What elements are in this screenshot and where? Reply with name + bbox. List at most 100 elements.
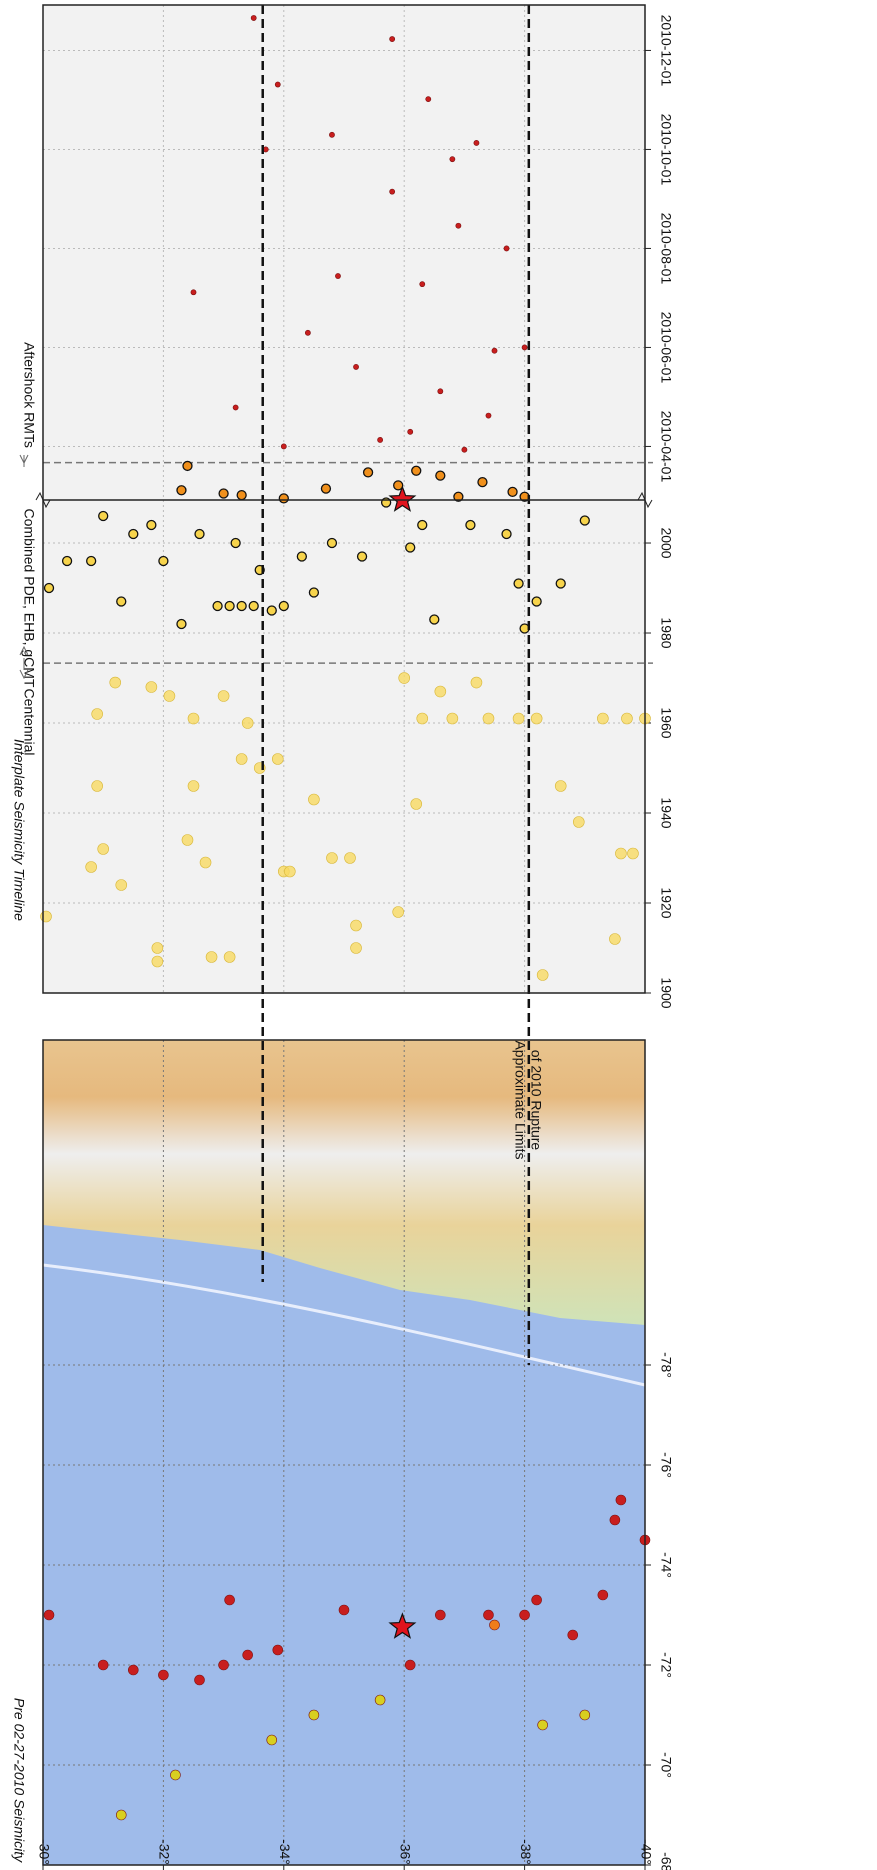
y-tick-label: 1960 [658, 707, 674, 738]
data-point [243, 1650, 253, 1660]
data-point [375, 1695, 385, 1705]
data-point [420, 282, 425, 287]
timeline-title: Interplate Seismicity Timeline [11, 739, 27, 921]
data-point [555, 781, 566, 792]
data-point [378, 437, 383, 442]
data-point [92, 781, 103, 792]
x-tick-label: -36° [397, 1839, 413, 1865]
data-point [436, 471, 445, 480]
data-point [188, 713, 199, 724]
data-point [225, 602, 234, 611]
data-point [170, 1770, 180, 1780]
data-point [236, 754, 247, 765]
y-tick-label: -68° [658, 1852, 674, 1870]
y-tick-label: -72° [658, 1652, 674, 1678]
data-point [279, 494, 288, 503]
x-tick-label: -34° [277, 1839, 293, 1865]
data-point [117, 597, 126, 606]
data-point [462, 447, 467, 452]
map-background [43, 1040, 645, 1865]
data-point [146, 682, 157, 693]
annotation: Approximate Limits [512, 1040, 528, 1159]
data-point [159, 557, 168, 566]
data-point [532, 597, 541, 606]
data-point [213, 602, 222, 611]
data-point [627, 848, 638, 859]
data-point [99, 512, 108, 521]
data-point [177, 620, 186, 629]
data-point [128, 1665, 138, 1675]
x-tick-label: -32° [157, 1839, 173, 1865]
data-point [393, 907, 404, 918]
data-point [364, 468, 373, 477]
data-point [390, 36, 395, 41]
data-point [116, 880, 127, 891]
y-tick-label: 1980 [658, 617, 674, 648]
data-point [335, 273, 340, 278]
data-point [615, 848, 626, 859]
data-point [490, 1620, 500, 1630]
data-point [233, 405, 238, 410]
data-point [466, 521, 475, 530]
data-point [305, 330, 310, 335]
data-point [408, 429, 413, 434]
data-point [573, 817, 584, 828]
data-point [195, 530, 204, 539]
y-tick-label: -70° [658, 1752, 674, 1778]
data-point [251, 15, 256, 20]
data-point [426, 97, 431, 102]
data-point [200, 857, 211, 868]
data-point [621, 713, 632, 724]
data-point [279, 602, 288, 611]
annotation: of 2010 Rupture [528, 1050, 544, 1151]
data-point [531, 713, 542, 724]
data-point [598, 1590, 608, 1600]
data-point [339, 1605, 349, 1615]
data-point [231, 539, 240, 548]
data-point [152, 956, 163, 967]
data-point [183, 461, 192, 470]
data-point [580, 1710, 590, 1720]
y-tick-label: 1940 [658, 797, 674, 828]
data-point [129, 530, 138, 539]
data-point [353, 364, 358, 369]
data-point [321, 484, 330, 493]
data-point [98, 844, 109, 855]
x-tick-label: -38° [518, 1839, 534, 1865]
data-point [44, 1610, 54, 1620]
data-point [405, 1660, 415, 1670]
data-point [502, 530, 511, 539]
y-tick-label: 1900 [658, 977, 674, 1008]
data-point [158, 1670, 168, 1680]
data-point [417, 713, 428, 724]
data-point [447, 713, 458, 724]
data-point [98, 1660, 108, 1670]
data-point [514, 579, 523, 588]
data-point [486, 413, 491, 418]
timeline-panel [43, 5, 645, 993]
data-point [284, 866, 295, 877]
data-point [450, 157, 455, 162]
data-point [308, 794, 319, 805]
data-point [281, 444, 286, 449]
data-point [242, 718, 253, 729]
data-point [329, 132, 334, 137]
data-point [63, 557, 72, 566]
data-point [326, 853, 337, 864]
data-point [327, 539, 336, 548]
data-point [513, 713, 524, 724]
data-point [418, 521, 427, 530]
data-point [177, 486, 186, 495]
data-point [275, 82, 280, 87]
data-point [430, 615, 439, 624]
data-point [267, 1735, 277, 1745]
figure: Interplate Seismicity Timeline Pre 02-27… [0, 0, 877, 1870]
data-point [478, 478, 487, 487]
data-point [110, 677, 121, 688]
y-tick-label: 2010-08-01 [658, 213, 674, 285]
data-point [580, 516, 589, 525]
data-point [609, 934, 620, 945]
data-point [345, 853, 356, 864]
data-point [152, 943, 163, 954]
data-point [508, 487, 517, 496]
